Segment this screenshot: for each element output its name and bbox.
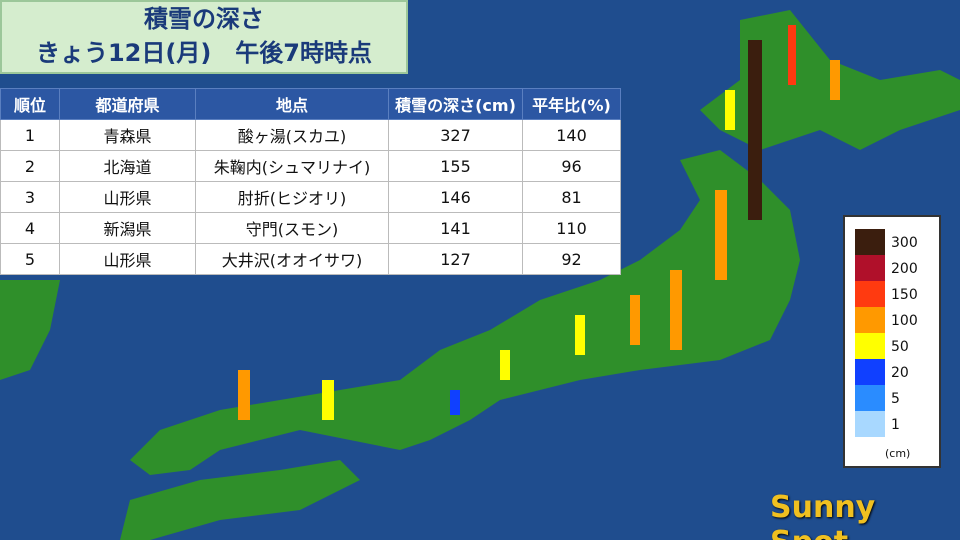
table-cell: 大井沢(オオイサワ) xyxy=(195,243,389,275)
legend-item: 5 xyxy=(855,385,935,411)
table-row: 1 青森県 酸ヶ湯(スカユ) 327 140 xyxy=(0,119,621,151)
table-cell: 3 xyxy=(0,181,60,213)
table-row: 2 北海道 朱鞠内(シュマリナイ) 155 96 xyxy=(0,150,621,182)
table-cell: 4 xyxy=(0,212,60,244)
subtitle: きょう12日(月) 午後7時時点 xyxy=(35,39,373,67)
table-cell: 山形県 xyxy=(59,243,196,275)
table-cell: 141 xyxy=(388,212,523,244)
column-header: 平年比(%) xyxy=(522,88,621,120)
logo: Sunny Spot xyxy=(770,490,876,540)
column-header: 積雪の深さ(cm) xyxy=(388,88,523,120)
legend-label: 50 xyxy=(891,339,909,355)
column-header: 順位 xyxy=(0,88,60,120)
table-cell: 5 xyxy=(0,243,60,275)
legend-label: 200 xyxy=(891,261,918,277)
legend-item: 100 xyxy=(855,307,935,333)
table-cell: 山形県 xyxy=(59,181,196,213)
legend-label: 150 xyxy=(891,287,918,303)
table-cell: 81 xyxy=(522,181,621,213)
table-cell: 朱鞠内(シュマリナイ) xyxy=(195,150,389,182)
legend-swatch xyxy=(855,281,885,307)
legend-swatch xyxy=(855,229,885,255)
table-cell: 青森県 xyxy=(59,119,196,151)
table-cell: 96 xyxy=(522,150,621,182)
table-cell: 146 xyxy=(388,181,523,213)
table-cell: 327 xyxy=(388,119,523,151)
legend-item: 150 xyxy=(855,281,935,307)
table-cell: 新潟県 xyxy=(59,212,196,244)
table-cell: 北海道 xyxy=(59,150,196,182)
land-honshu xyxy=(130,150,800,475)
table-cell: 155 xyxy=(388,150,523,182)
table-cell: 1 xyxy=(0,119,60,151)
legend-item: 200 xyxy=(855,255,935,281)
legend-label: 20 xyxy=(891,365,909,381)
land-korea xyxy=(0,280,60,380)
legend-swatch xyxy=(855,307,885,333)
table-cell: 92 xyxy=(522,243,621,275)
legend-swatch xyxy=(855,411,885,437)
legend-swatch xyxy=(855,359,885,385)
legend-swatch xyxy=(855,333,885,359)
legend-label: 1 xyxy=(891,417,900,433)
legend-item: 50 xyxy=(855,333,935,359)
title-box: 積雪の深さ きょう12日(月) 午後7時時点 xyxy=(0,0,408,74)
legend-label: 300 xyxy=(891,235,918,251)
table-cell: 127 xyxy=(388,243,523,275)
table-cell: 2 xyxy=(0,150,60,182)
table-cell: 110 xyxy=(522,212,621,244)
table-row: 5 山形県 大井沢(オオイサワ) 127 92 xyxy=(0,243,621,275)
legend-label: 5 xyxy=(891,391,900,407)
table-cell: 酸ヶ湯(スカユ) xyxy=(195,119,389,151)
legend-item: 20 xyxy=(855,359,935,385)
legend-item: 1 xyxy=(855,411,935,437)
table-cell: 140 xyxy=(522,119,621,151)
legend: (cm) 300 200 150 100 50 20 5 1 xyxy=(843,215,941,468)
legend-swatch xyxy=(855,255,885,281)
land-shikoku-kyushu xyxy=(120,460,360,540)
legend-label: 100 xyxy=(891,313,918,329)
column-header: 地点 xyxy=(195,88,389,120)
table-row: 3 山形県 肘折(ヒジオリ) 146 81 xyxy=(0,181,621,213)
table-row: 4 新潟県 守門(スモン) 141 110 xyxy=(0,212,621,244)
snow-columns xyxy=(238,25,840,420)
table-cell: 守門(スモン) xyxy=(195,212,389,244)
legend-unit: (cm) xyxy=(885,447,911,460)
legend-swatch xyxy=(855,385,885,411)
table-cell: 肘折(ヒジオリ) xyxy=(195,181,389,213)
legend-item: 300 xyxy=(855,229,935,255)
ranking-table: 順位 都道府県 地点 積雪の深さ(cm) 平年比(%) 1 青森県 酸ヶ湯(スカユ) 327 14… xyxy=(0,88,621,275)
title: 積雪の深さ xyxy=(144,5,264,33)
header-row: 順位 都道府県 地点 積雪の深さ(cm) 平年比(%) xyxy=(0,88,621,120)
column-header: 都道府県 xyxy=(59,88,196,120)
